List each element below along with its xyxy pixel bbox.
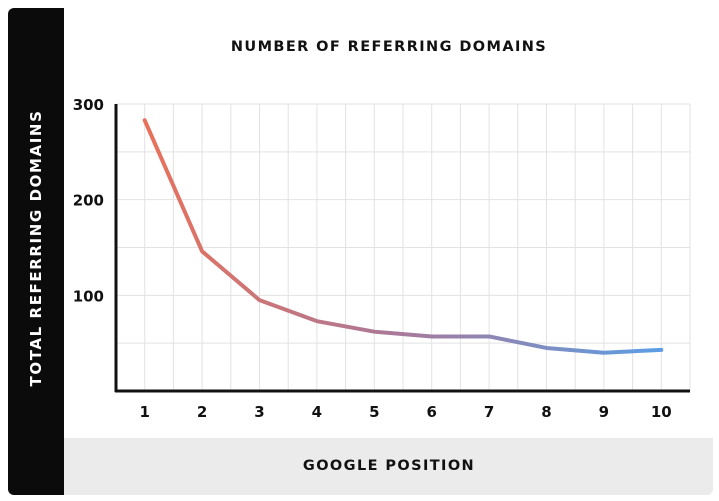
x-tick-label: 8 — [541, 403, 551, 421]
tick-labels: 100 200 300 1 2 3 4 5 6 7 8 9 10 — [73, 96, 672, 421]
x-tick-label: 7 — [484, 403, 494, 421]
x-tick-label: 9 — [599, 403, 609, 421]
x-tick-label: 1 — [139, 403, 149, 421]
series-line — [142, 118, 664, 355]
x-tick-label: 6 — [426, 403, 436, 421]
y-tick-label: 100 — [73, 287, 104, 305]
y-tick-label: 200 — [73, 192, 104, 210]
x-tick-label: 2 — [197, 403, 207, 421]
axes — [114, 104, 690, 393]
x-tick-label: 10 — [651, 403, 672, 421]
x-tick-label: 3 — [254, 403, 264, 421]
x-axis-title: GOOGLE POSITION — [302, 458, 476, 474]
x-axis-band — [64, 438, 713, 495]
y-axis-band — [8, 8, 64, 495]
x-tick-label: 5 — [369, 403, 379, 421]
x-tick-label: 4 — [312, 403, 322, 421]
series-layer — [142, 118, 664, 355]
y-tick-label: 300 — [73, 96, 104, 114]
chart-title: NUMBER OF REFERRING DOMAINS — [230, 39, 548, 55]
grid — [115, 103, 691, 391]
